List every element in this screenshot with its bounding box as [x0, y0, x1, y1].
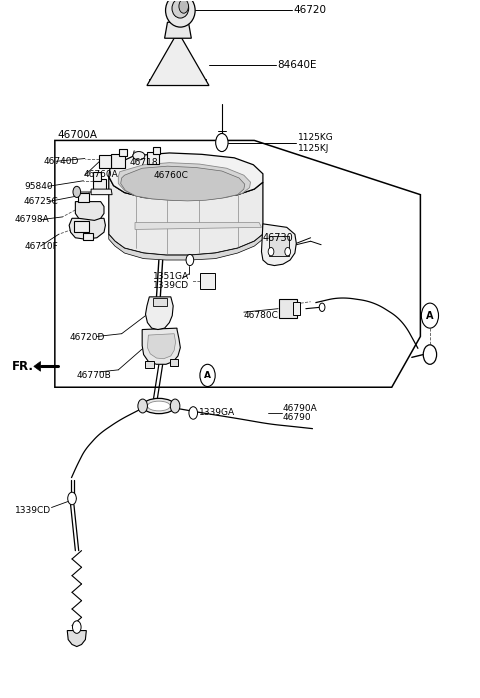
Text: 46720D: 46720D — [69, 334, 105, 343]
Polygon shape — [109, 153, 263, 199]
Circle shape — [68, 492, 76, 505]
Polygon shape — [145, 297, 173, 329]
Polygon shape — [34, 362, 40, 371]
Text: 84640E: 84640E — [277, 59, 317, 70]
Polygon shape — [55, 140, 420, 387]
Text: 1339CD: 1339CD — [153, 281, 189, 290]
Polygon shape — [109, 235, 263, 260]
Circle shape — [285, 248, 290, 256]
Text: 46730: 46730 — [263, 232, 294, 243]
Polygon shape — [69, 218, 106, 239]
Bar — [83, 233, 94, 240]
Text: 95840: 95840 — [24, 181, 53, 191]
Text: 46790: 46790 — [283, 413, 312, 422]
Circle shape — [138, 399, 147, 413]
Polygon shape — [147, 38, 209, 86]
Text: 46780C: 46780C — [244, 311, 279, 320]
Text: 46760A: 46760A — [84, 170, 118, 179]
Bar — [200, 273, 215, 288]
Circle shape — [186, 255, 194, 265]
Polygon shape — [147, 334, 176, 359]
Text: 1351GA: 1351GA — [153, 272, 189, 281]
Bar — [153, 147, 160, 154]
Circle shape — [200, 364, 215, 387]
Text: 46770B: 46770B — [77, 371, 111, 380]
Bar — [93, 179, 106, 193]
Text: 46760C: 46760C — [153, 171, 188, 179]
Circle shape — [423, 345, 437, 364]
Bar — [293, 302, 300, 315]
Text: 46720: 46720 — [293, 6, 326, 15]
Circle shape — [189, 407, 198, 419]
Bar — [99, 155, 111, 168]
Bar — [111, 154, 125, 168]
Text: 46790A: 46790A — [283, 403, 318, 413]
Circle shape — [268, 248, 274, 256]
Polygon shape — [135, 223, 262, 230]
Text: 1339CD: 1339CD — [15, 506, 51, 515]
Bar — [145, 361, 154, 368]
Bar — [74, 221, 89, 232]
Bar — [93, 172, 101, 181]
Bar — [119, 149, 127, 156]
Bar — [170, 359, 179, 366]
Text: 46718: 46718 — [129, 158, 158, 168]
Polygon shape — [109, 177, 263, 255]
Ellipse shape — [147, 401, 170, 411]
Text: 1339GA: 1339GA — [199, 408, 236, 417]
Ellipse shape — [133, 151, 145, 160]
Text: 46710F: 46710F — [24, 242, 58, 251]
Circle shape — [319, 303, 325, 311]
Polygon shape — [75, 202, 104, 221]
Text: FR.: FR. — [12, 360, 34, 373]
Circle shape — [421, 303, 439, 328]
Circle shape — [72, 621, 81, 633]
Bar — [153, 297, 167, 306]
Polygon shape — [142, 328, 180, 364]
Circle shape — [179, 0, 189, 13]
Text: 46798A: 46798A — [15, 215, 49, 224]
Text: A: A — [426, 311, 434, 320]
Ellipse shape — [143, 399, 175, 414]
Ellipse shape — [166, 0, 195, 27]
Circle shape — [170, 399, 180, 413]
Polygon shape — [120, 166, 245, 201]
Polygon shape — [67, 630, 86, 646]
Circle shape — [216, 133, 228, 151]
Text: 1125KG: 1125KG — [298, 133, 334, 142]
Bar — [279, 299, 297, 318]
Text: 46740D: 46740D — [43, 157, 79, 166]
Bar — [77, 193, 89, 202]
Text: 46700A: 46700A — [58, 130, 98, 140]
Bar — [269, 237, 289, 256]
Polygon shape — [165, 22, 192, 38]
Polygon shape — [118, 163, 251, 200]
Ellipse shape — [172, 0, 189, 18]
Text: 46725C: 46725C — [24, 197, 58, 206]
Circle shape — [73, 186, 81, 198]
Polygon shape — [91, 189, 112, 195]
Polygon shape — [262, 224, 296, 265]
Text: A: A — [204, 371, 211, 380]
Text: 1125KJ: 1125KJ — [298, 144, 330, 153]
Bar — [147, 151, 159, 164]
